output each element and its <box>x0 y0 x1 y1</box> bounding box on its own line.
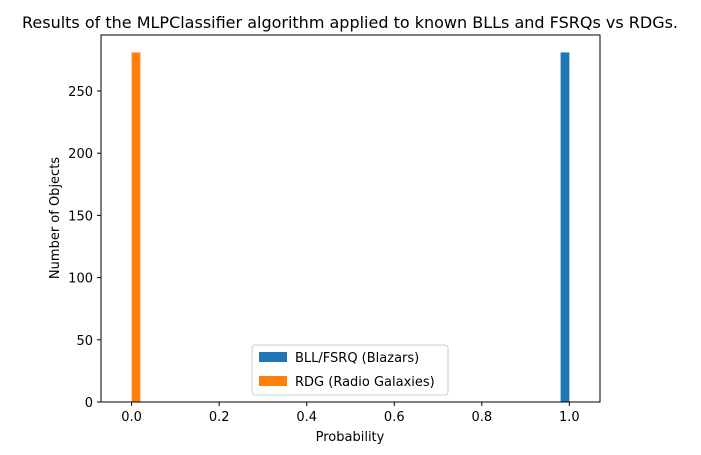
legend: BLL/FSRQ (Blazars) RDG (Radio Galaxies) <box>251 344 449 396</box>
x-axis-ticks: 0.0 0.2 0.4 0.6 0.8 1.0 <box>121 402 580 425</box>
x-tick-label: 0.8 <box>471 410 492 425</box>
legend-label-blazars: BLL/FSRQ (Blazars) <box>295 351 419 366</box>
legend-swatch-radio-galaxies <box>259 376 287 386</box>
legend-swatch-blazars <box>259 352 287 362</box>
y-tick-label: 200 <box>68 147 93 162</box>
x-tick-label: 1.0 <box>559 410 580 425</box>
bars-group <box>131 52 570 402</box>
plot-frame <box>100 34 601 403</box>
y-tick-label: 0 <box>85 396 93 411</box>
chart-title: Results of the MLPClassifier algorithm a… <box>22 13 678 32</box>
y-axis-label: Number of Objects <box>48 157 63 279</box>
y-tick-label: 150 <box>68 209 93 224</box>
bar-radio-galaxies-0 <box>131 52 141 402</box>
legend-label-radio-galaxies: RDG (Radio Galaxies) <box>295 375 435 390</box>
x-tick-label: 0.2 <box>209 410 230 425</box>
bar-blazars-0 <box>560 52 570 402</box>
y-axis-ticks: 0 50 100 150 200 250 <box>68 85 101 411</box>
x-tick-label: 0.6 <box>384 410 405 425</box>
y-tick-label: 100 <box>68 272 93 287</box>
legend-box <box>251 344 449 396</box>
x-tick-label: 0.0 <box>121 410 142 425</box>
x-tick-label: 0.4 <box>296 410 317 425</box>
y-tick-label: 250 <box>68 85 93 100</box>
x-axis-label: Probability <box>316 430 385 445</box>
y-tick-label: 50 <box>76 334 93 349</box>
